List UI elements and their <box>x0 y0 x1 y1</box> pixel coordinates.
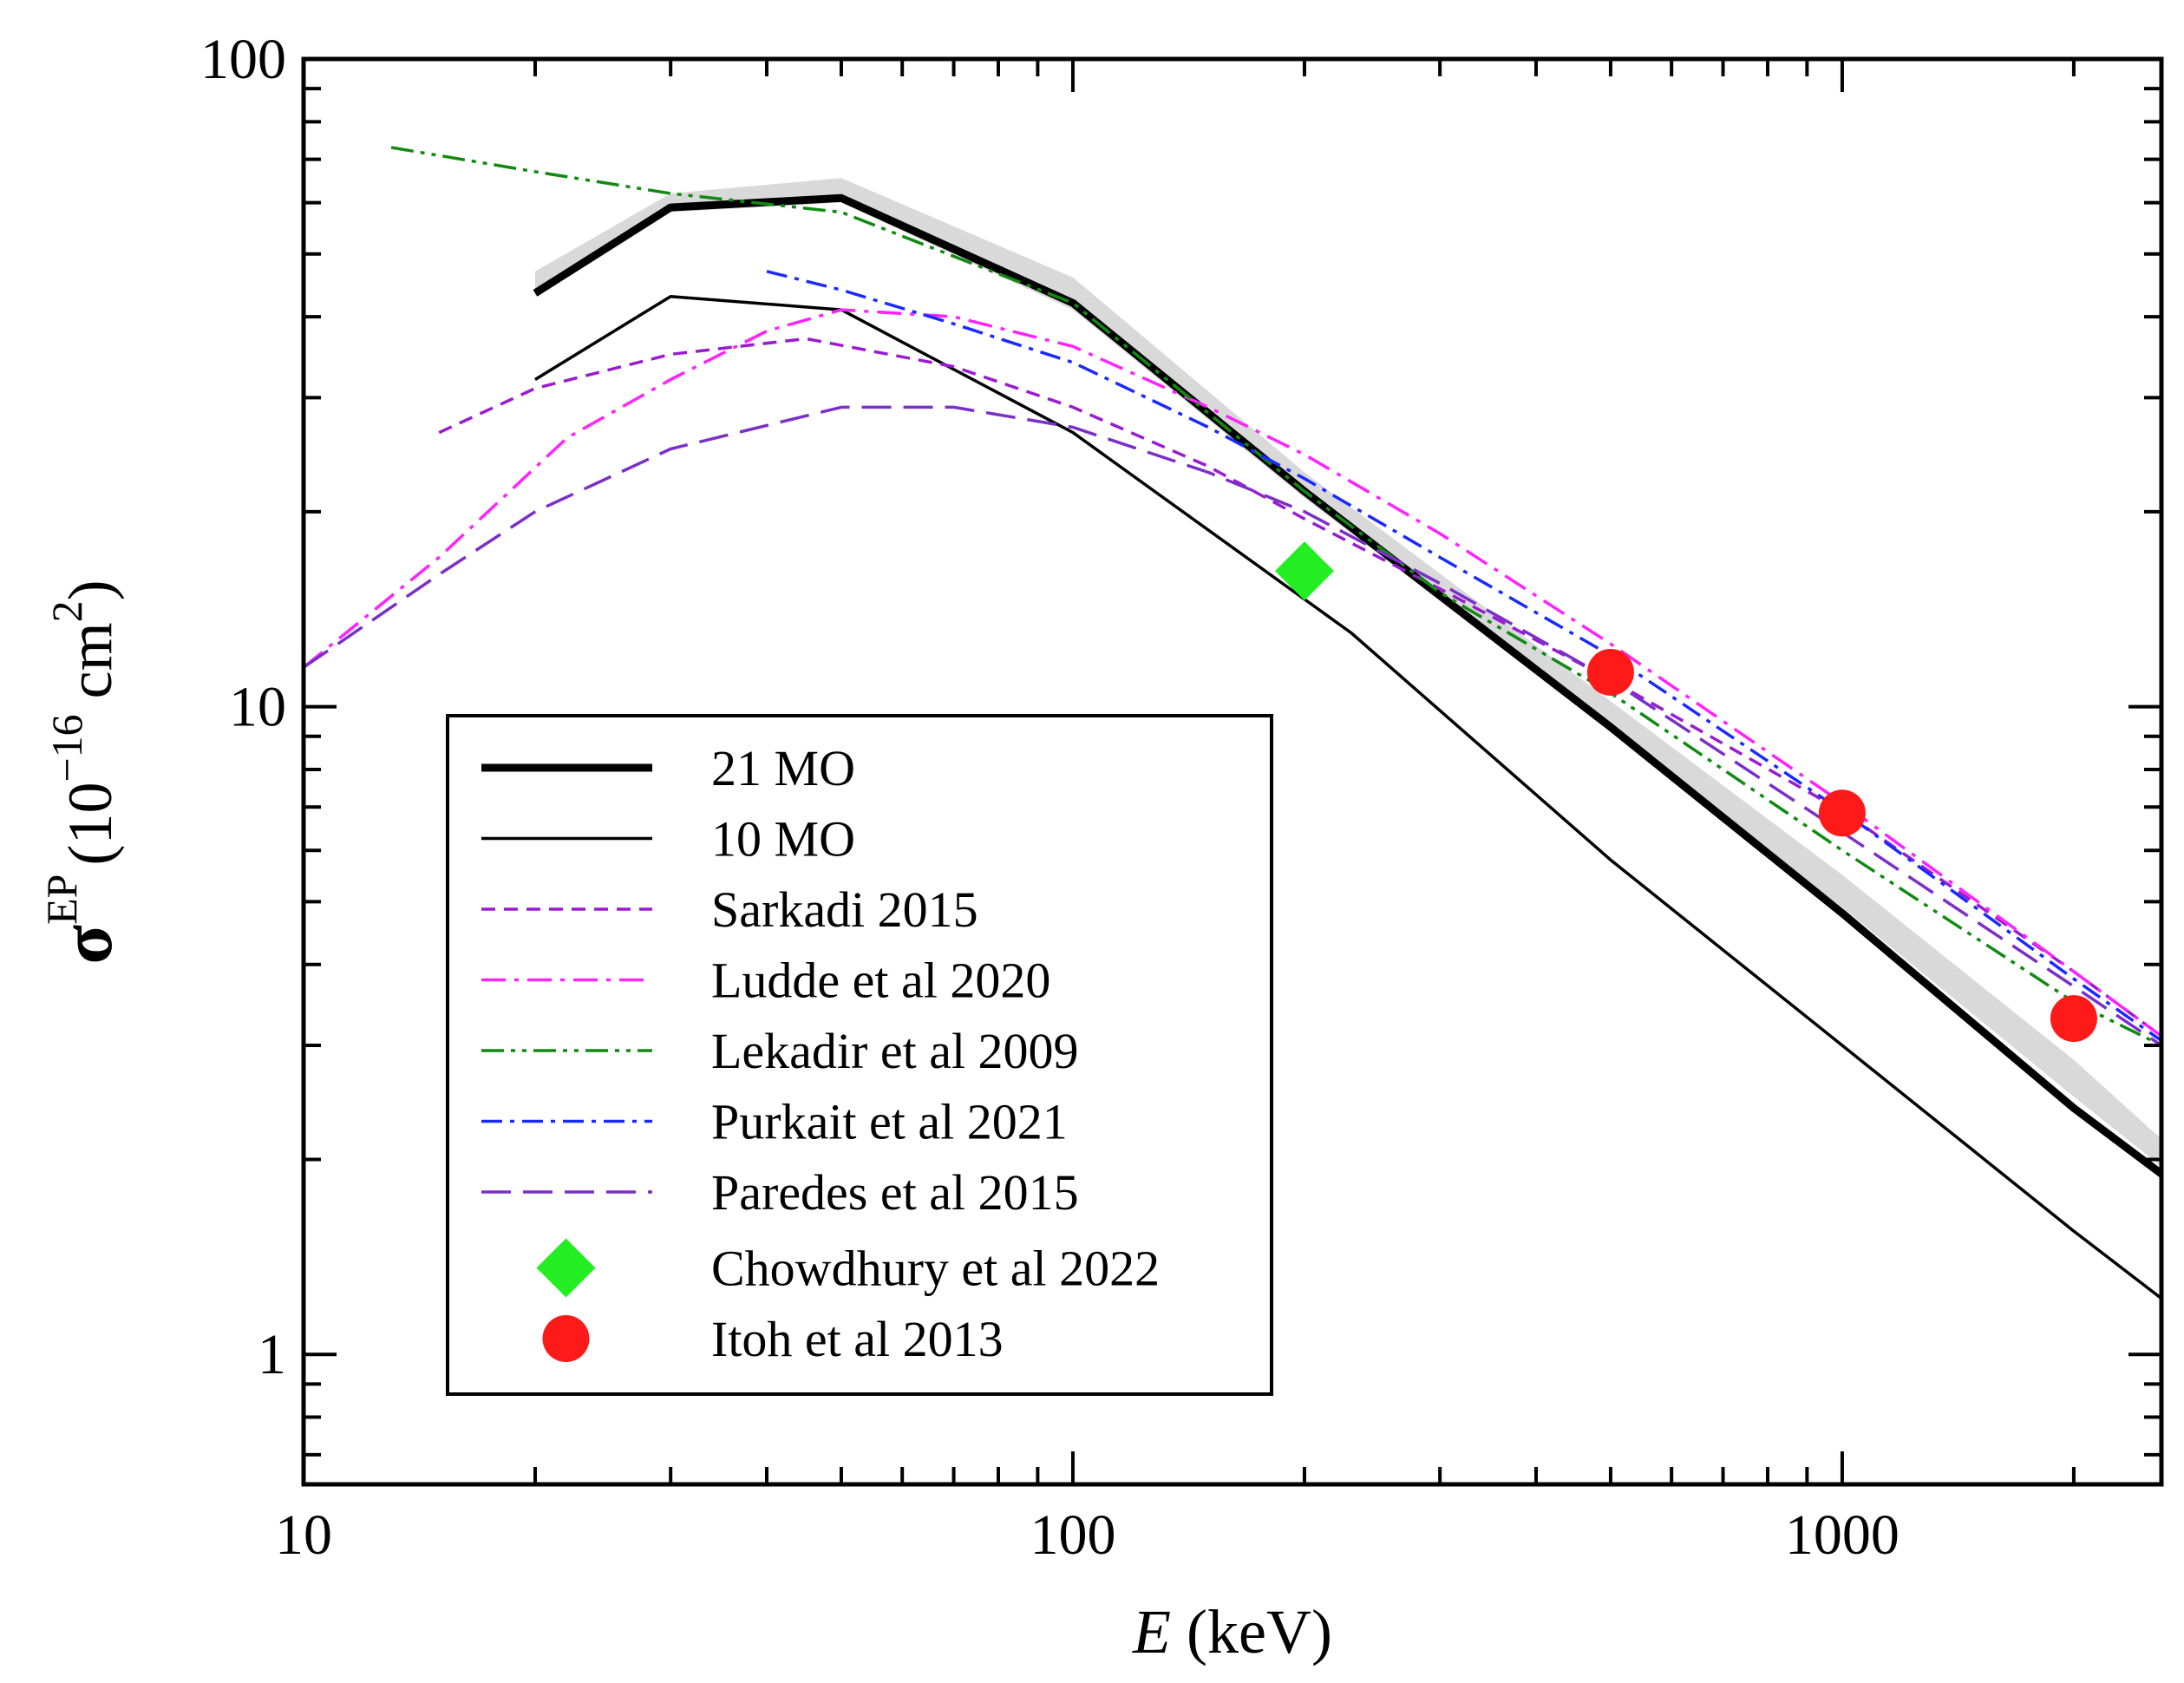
series-lekadir-et-al-2009 <box>390 146 2161 1047</box>
legend-entry-21-mo: 21 MO <box>481 740 855 796</box>
legend-entry-ludde-et-al-2020: Ludde et al 2020 <box>481 953 1050 1009</box>
legend-label-itoh-et-al-2013: Itoh et al 2013 <box>711 1311 1004 1367</box>
series-paredes-et-al-2015 <box>304 405 2161 1047</box>
point-itoh-et-al-2013-1 <box>1818 789 1866 837</box>
plot-area <box>304 146 2161 1300</box>
legend-swatch-chowdhury-et-al-2022 <box>536 1238 596 1298</box>
legend-label-lekadir-et-al-2009: Lekadir et al 2009 <box>711 1023 1079 1079</box>
series-10-mo <box>534 294 2161 1300</box>
legend: 21 MO 10 MO Sarkadi 2015 Ludde et al 2020 Le… <box>446 714 1273 1396</box>
legend-entry-lekadir-et-al-2009: Lekadir et al 2009 <box>481 1023 1079 1079</box>
y-axis-title-symbol: σ <box>47 925 128 965</box>
y-axis-title-superscript: EP <box>37 874 86 925</box>
x-tick-label: 10 <box>275 1503 332 1567</box>
plot-frame <box>301 56 2164 1487</box>
tick-labels: 10 100 1000 1 10 100 <box>200 28 1900 1567</box>
legend-label-10-mo: 10 MO <box>711 811 855 868</box>
x-tick-label: 1000 <box>1785 1503 1900 1567</box>
point-chowdhury-et-al-2022-0 <box>1274 541 1334 601</box>
legend-label-21-mo: 21 MO <box>711 740 855 796</box>
y-tick-label: 1 <box>258 1323 286 1386</box>
x-tick-label: 100 <box>1030 1503 1115 1567</box>
legend-label-purkait-et-al-2021: Purkait et al 2021 <box>711 1094 1068 1150</box>
legend-entry-10-mo: 10 MO <box>481 811 855 868</box>
point-itoh-et-al-2013-0 <box>1586 648 1634 696</box>
legend-box <box>446 714 1273 1396</box>
legend-entry-purkait-et-al-2021: Purkait et al 2021 <box>481 1094 1068 1150</box>
legend-swatch-itoh-et-al-2013 <box>542 1315 590 1362</box>
series-purkait-et-al-2021 <box>766 270 2161 1043</box>
legend-entry-chowdhury-et-al-2022: Chowdhury et al 2022 <box>536 1238 1160 1298</box>
x-axis-title-variable: E <box>1132 1597 1171 1667</box>
point-itoh-et-al-2013-2 <box>2050 995 2097 1043</box>
x-axis-title: E (keV) <box>1132 1597 1332 1667</box>
x-axis-title-units: (keV) <box>1171 1597 1332 1667</box>
y-axis-title-units-exponent: 2 <box>43 600 91 622</box>
y-axis-title-exponent: −16 <box>43 714 91 782</box>
legend-label-chowdhury-et-al-2022: Chowdhury et al 2022 <box>711 1241 1160 1297</box>
y-axis-title-close: ) <box>56 580 125 600</box>
y-axis-title: σEP (10−16 cm2) <box>37 580 128 964</box>
legend-label-sarkadi-2015: Sarkadi 2015 <box>711 881 978 938</box>
legend-label-ludde-et-al-2020: Ludde et al 2020 <box>711 953 1050 1009</box>
legend-entry-paredes-et-al-2015: Paredes et al 2015 <box>481 1164 1079 1221</box>
y-axis-title-units: cm <box>56 622 125 714</box>
legend-entry-itoh-et-al-2013: Itoh et al 2013 <box>542 1311 1004 1367</box>
legend-entry-sarkadi-2015: Sarkadi 2015 <box>481 881 978 938</box>
y-tick-label: 100 <box>200 28 286 91</box>
legend-label-paredes-et-al-2015: Paredes et al 2015 <box>711 1164 1079 1221</box>
series-ludde-et-al-2020 <box>304 308 2161 1038</box>
y-axis-title-open: (10 <box>56 783 125 866</box>
y-tick-label: 10 <box>229 676 286 739</box>
